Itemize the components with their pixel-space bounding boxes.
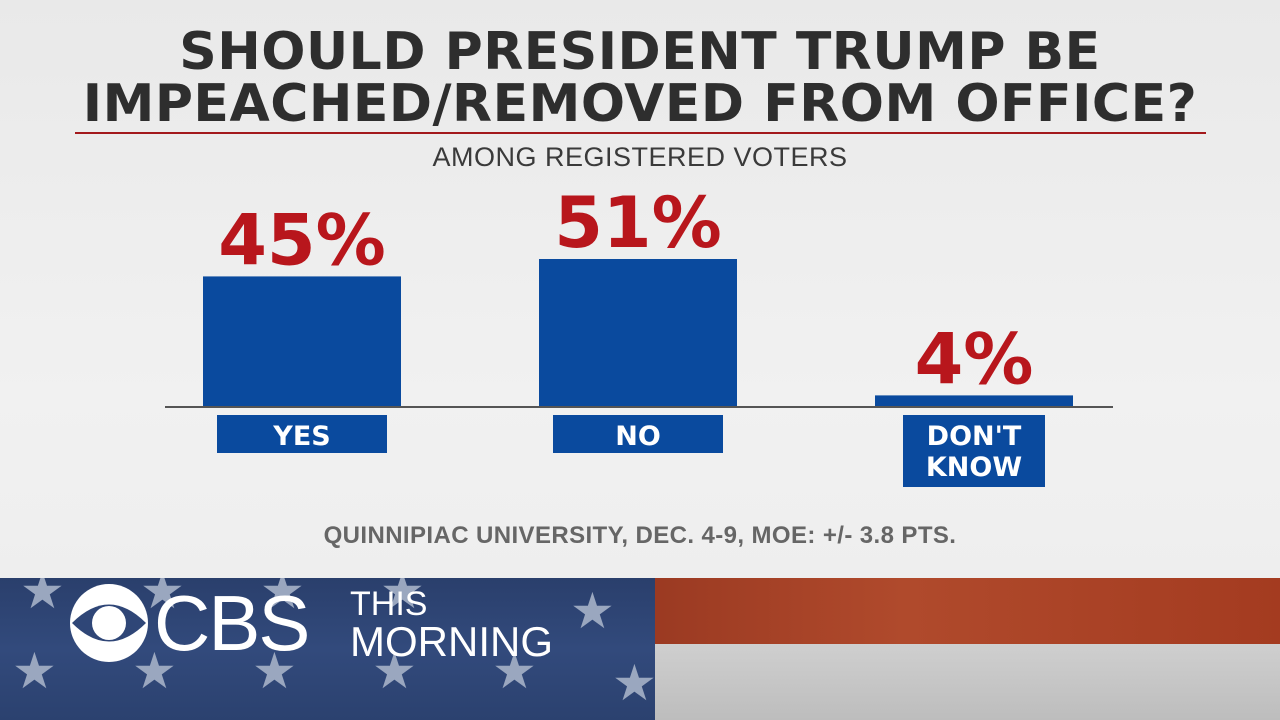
show-banner: ★ ★ ★ ★ ★ ★ ★ ★ ★ ★ ★ CBS THIS MORNING bbox=[0, 578, 1280, 720]
title-divider bbox=[75, 132, 1206, 134]
category-label-box bbox=[553, 415, 723, 453]
star-icon: ★ bbox=[260, 578, 305, 619]
category-label: YES bbox=[272, 421, 330, 452]
star-icon: ★ bbox=[252, 643, 297, 699]
logo-show-line-2: MORNING bbox=[350, 618, 553, 665]
chart-subtitle: AMONG REGISTERED VOTERS bbox=[432, 142, 848, 172]
bar bbox=[875, 395, 1073, 407]
star-icon: ★ bbox=[140, 578, 185, 619]
category-label: NO bbox=[615, 421, 661, 452]
bar-value-label: 45% bbox=[218, 199, 386, 281]
chart-title: SHOULD PRESIDENT TRUMP BE IMPEACHED/REMO… bbox=[0, 26, 1280, 130]
chart-title-line-2: IMPEACHED/REMOVED FROM OFFICE? bbox=[82, 74, 1198, 134]
star-icon: ★ bbox=[612, 655, 657, 711]
star-icon: ★ bbox=[492, 643, 537, 699]
category-label-box bbox=[903, 415, 1045, 487]
star-icon: ★ bbox=[570, 583, 615, 639]
category-label-box bbox=[217, 415, 387, 453]
bar bbox=[203, 276, 401, 407]
star-icon: ★ bbox=[12, 643, 57, 699]
cbs-eye-icon bbox=[70, 584, 148, 662]
bar bbox=[539, 259, 737, 407]
star-icon: ★ bbox=[380, 578, 425, 619]
logo-show-line-1: THIS bbox=[350, 585, 428, 623]
flag-white-stripe bbox=[655, 644, 1280, 720]
star-icon: ★ bbox=[372, 643, 417, 699]
logo-network-text: CBS bbox=[154, 579, 310, 667]
cbs-this-morning-logo: CBS THIS MORNING bbox=[68, 580, 628, 666]
category-label: DON'T bbox=[927, 421, 1022, 452]
star-icon: ★ bbox=[132, 643, 177, 699]
category-label: KNOW bbox=[926, 452, 1022, 483]
chart-title-line-1: SHOULD PRESIDENT TRUMP BE bbox=[179, 22, 1101, 82]
source-note: QUINNIPIAC UNIVERSITY, DEC. 4-9, MOE: +/… bbox=[323, 522, 957, 549]
bar-value-label: 51% bbox=[554, 182, 722, 264]
bar-value-label: 4% bbox=[915, 318, 1034, 400]
star-icon: ★ bbox=[20, 578, 65, 619]
flag-red-stripe bbox=[655, 578, 1280, 644]
